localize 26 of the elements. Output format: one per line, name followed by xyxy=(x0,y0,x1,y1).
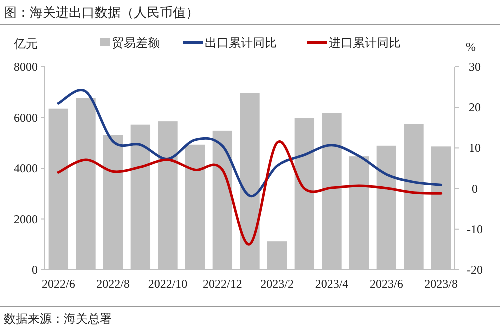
y-tick-label: 4000 xyxy=(14,162,38,176)
legend-label: 进口累计同比 xyxy=(329,36,401,50)
x-tick-label: 2023/6 xyxy=(370,277,404,291)
y-tick-label: 6000 xyxy=(14,110,38,125)
legend-label: 出口累计同比 xyxy=(205,36,277,50)
x-tick-label: 2022/6 xyxy=(42,277,76,291)
y-tick-label: 2000 xyxy=(14,212,38,226)
x-tick-label: 2022/12 xyxy=(202,277,242,291)
y2-tick-label: 20 xyxy=(469,100,481,115)
y2-tick-label: 30 xyxy=(469,60,481,74)
y2-tick-label: 10 xyxy=(469,141,481,156)
x-tick-label: 2023/8 xyxy=(424,277,458,291)
legend-label: 贸易差额 xyxy=(112,36,160,50)
y2-tick-label: 0 xyxy=(472,182,478,196)
y2-tick-label: -20 xyxy=(467,263,483,277)
y2-axis-title: % xyxy=(466,40,476,54)
y-tick-label: 0 xyxy=(32,263,38,277)
chart-title: 图：海关进出口数据（人民币值） xyxy=(4,5,199,20)
y-axis-title: 亿元 xyxy=(13,37,38,51)
source-note: 数据来源：海关总署 xyxy=(4,312,112,326)
x-tick-label: 2023/4 xyxy=(315,277,349,291)
y-tick-label: 8000 xyxy=(14,60,38,74)
x-tick-label: 2022/8 xyxy=(96,277,130,291)
x-tick-label: 2022/10 xyxy=(148,277,188,291)
x-tick-label: 2023/2 xyxy=(260,277,294,291)
y2-tick-label: -10 xyxy=(467,222,483,236)
